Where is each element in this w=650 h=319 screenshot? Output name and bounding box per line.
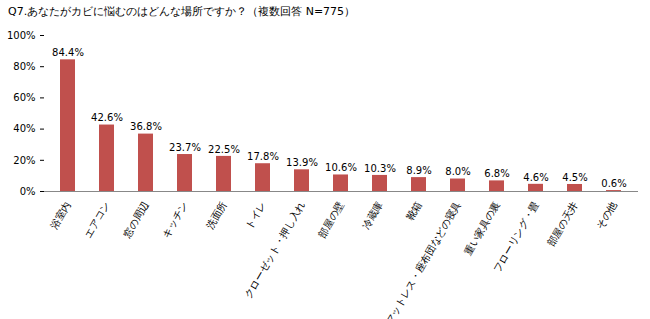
svg-text:部屋の天井: 部屋の天井 [545, 200, 580, 249]
svg-text:4.6%: 4.6% [523, 172, 548, 183]
svg-text:洗面所: 洗面所 [204, 200, 229, 231]
svg-text:42.6%: 42.6% [91, 112, 123, 123]
svg-text:浴室内: 浴室内 [48, 200, 73, 231]
svg-text:22.5%: 22.5% [208, 144, 240, 155]
svg-text:部屋の壁: 部屋の壁 [316, 200, 346, 240]
svg-text:トイレ: トイレ [243, 200, 268, 231]
svg-text:20%: 20% [13, 155, 35, 166]
svg-text:重い家具の裏: 重い家具の裏 [462, 200, 502, 257]
svg-text:エアコン: エアコン [82, 200, 112, 240]
svg-text:6.8%: 6.8% [484, 168, 509, 179]
svg-text:キッチン: キッチン [160, 200, 190, 240]
svg-text:窓の周辺: 窓の周辺 [121, 200, 151, 240]
svg-text:クローゼット・押し入れ: クローゼット・押し入れ [242, 200, 307, 301]
svg-text:冷蔵庫: 冷蔵庫 [360, 200, 385, 231]
svg-text:84.4%: 84.4% [52, 47, 84, 58]
svg-text:4.5%: 4.5% [562, 172, 587, 183]
svg-text:23.7%: 23.7% [169, 142, 201, 153]
svg-text:40%: 40% [13, 123, 35, 134]
html-text:Q7.あなたがカビに悩むのはどんな場所ですか？（複数回答 N: Q7.あなたがカビに悩むのはどんな場所ですか？（複数回答 N=775） [8, 5, 356, 18]
svg-text:13.9%: 13.9% [286, 157, 318, 168]
svg-text:17.8%: 17.8% [247, 151, 279, 162]
svg-text:8.0%: 8.0% [445, 166, 470, 177]
svg-text:0%: 0% [20, 186, 36, 197]
svg-text:60%: 60% [13, 92, 35, 103]
svg-text:100%: 100% [7, 30, 36, 41]
svg-text:フローリング・畳: フローリング・畳 [491, 200, 541, 275]
svg-text:その他: その他 [594, 200, 619, 231]
svg-text:靴箱: 靴箱 [404, 200, 424, 223]
svg-text:36.8%: 36.8% [130, 121, 162, 132]
svg-text:80%: 80% [13, 61, 35, 72]
svg-text:8.9%: 8.9% [406, 165, 431, 176]
svg-text:マットレス・座布団などの寝具: マットレス・座布団などの寝具 [383, 200, 463, 319]
svg-text:10.6%: 10.6% [325, 162, 357, 173]
svg-text:0.6%: 0.6% [601, 178, 626, 189]
svg-text:10.3%: 10.3% [364, 163, 396, 174]
